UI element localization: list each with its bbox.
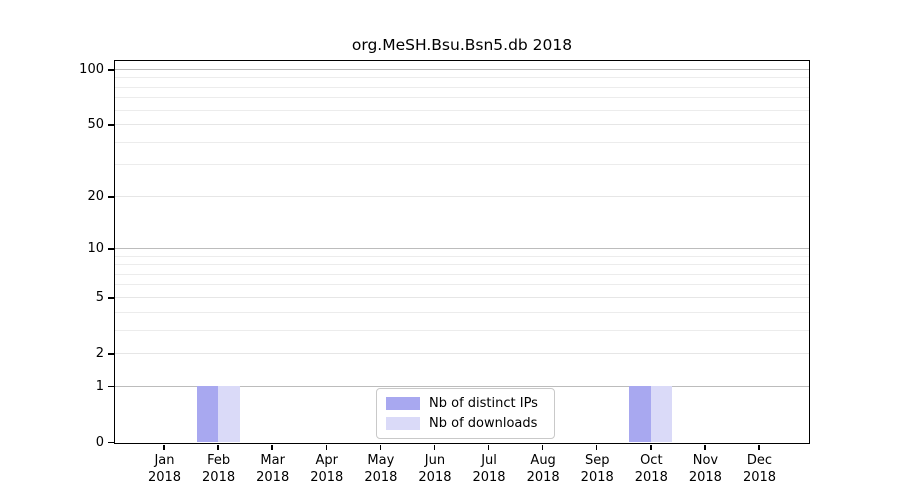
y-gridline bbox=[115, 69, 809, 70]
y-gridline-minor bbox=[115, 141, 809, 143]
y-tick-mark bbox=[108, 248, 114, 250]
legend-swatch-downloads bbox=[386, 417, 420, 430]
bar-downloads bbox=[218, 386, 240, 442]
y-tick-label: 100 bbox=[79, 62, 104, 77]
x-tick-mark bbox=[217, 445, 219, 450]
y-tick-label: 2 bbox=[95, 345, 104, 361]
legend-label: Nb of distinct IPs bbox=[429, 396, 538, 411]
x-tick-mark bbox=[758, 445, 760, 450]
y-gridline bbox=[115, 385, 809, 387]
legend: Nb of distinct IPs Nb of downloads bbox=[376, 388, 555, 439]
y-tick-label: 1 bbox=[95, 378, 104, 394]
y-gridline-minor bbox=[115, 284, 809, 286]
y-tick-mark bbox=[108, 297, 114, 299]
legend-label: Nb of downloads bbox=[429, 416, 538, 431]
x-tick-label: Aug 2018 bbox=[526, 453, 560, 485]
y-tick-mark bbox=[108, 385, 114, 388]
x-tick-label: Jul 2018 bbox=[472, 453, 506, 485]
x-tick-label: Sep 2018 bbox=[580, 453, 614, 485]
y-tick-label: 50 bbox=[87, 117, 104, 133]
legend-swatch-distinct-ips bbox=[386, 397, 420, 410]
y-gridline bbox=[115, 352, 809, 354]
y-tick-mark bbox=[108, 69, 114, 71]
x-tick-mark bbox=[271, 445, 273, 450]
x-tick-label: Feb 2018 bbox=[202, 453, 236, 485]
y-tick-label: 0 bbox=[95, 434, 104, 450]
x-tick-label: Jan 2018 bbox=[147, 453, 182, 485]
bar-distinct-ips bbox=[629, 386, 651, 442]
x-tick-mark bbox=[433, 445, 436, 450]
x-tick-mark bbox=[704, 445, 706, 450]
y-tick-mark bbox=[108, 124, 114, 126]
legend-item: Nb of distinct IPs bbox=[386, 396, 545, 411]
plot-area: Nb of distinct IPs Nb of downloads bbox=[114, 60, 810, 450]
bar-distinct-ips bbox=[196, 386, 219, 442]
y-tick-mark bbox=[108, 441, 114, 444]
x-tick-mark bbox=[650, 445, 652, 450]
y-tick-label: 10 bbox=[87, 240, 104, 256]
y-gridline-minor bbox=[115, 255, 809, 257]
x-tick-label: May 2018 bbox=[364, 453, 398, 485]
bar-downloads bbox=[650, 386, 673, 442]
y-gridline-minor bbox=[115, 86, 809, 88]
y-gridline-minor bbox=[115, 109, 809, 111]
x-tick-mark bbox=[163, 445, 165, 450]
y-gridline-minor bbox=[115, 311, 809, 313]
chart-title: org.MeSH.Bsu.Bsn5.db 2018 bbox=[351, 36, 573, 54]
x-tick-label: Jun 2018 bbox=[418, 453, 452, 485]
y-tick-mark bbox=[108, 196, 114, 198]
x-tick-mark bbox=[487, 445, 490, 450]
x-tick-mark bbox=[541, 445, 544, 450]
y-gridline-minor bbox=[115, 264, 809, 266]
x-tick-label: Dec 2018 bbox=[742, 453, 777, 485]
y-tick-label: 20 bbox=[87, 188, 104, 204]
x-tick-label: Oct 2018 bbox=[634, 453, 668, 485]
x-tick-mark bbox=[379, 445, 382, 450]
y-tick-label: 5 bbox=[95, 289, 104, 305]
y-gridline-minor bbox=[115, 329, 809, 331]
y-gridline-minor bbox=[115, 273, 809, 275]
x-tick-mark bbox=[325, 445, 328, 450]
y-tick-mark bbox=[108, 353, 114, 355]
y-gridline bbox=[115, 247, 809, 249]
y-gridline-minor bbox=[115, 97, 809, 99]
x-tick-label: Mar 2018 bbox=[256, 453, 290, 485]
y-gridline-minor bbox=[115, 77, 809, 79]
x-tick-mark bbox=[595, 445, 598, 450]
y-gridline bbox=[115, 195, 809, 197]
legend-item: Nb of downloads bbox=[386, 416, 545, 431]
y-gridline bbox=[115, 296, 809, 298]
x-tick-label: Apr 2018 bbox=[310, 453, 344, 485]
y-gridline-minor bbox=[115, 164, 809, 166]
x-tick-label: Nov 2018 bbox=[688, 453, 722, 485]
y-gridline bbox=[115, 124, 809, 126]
